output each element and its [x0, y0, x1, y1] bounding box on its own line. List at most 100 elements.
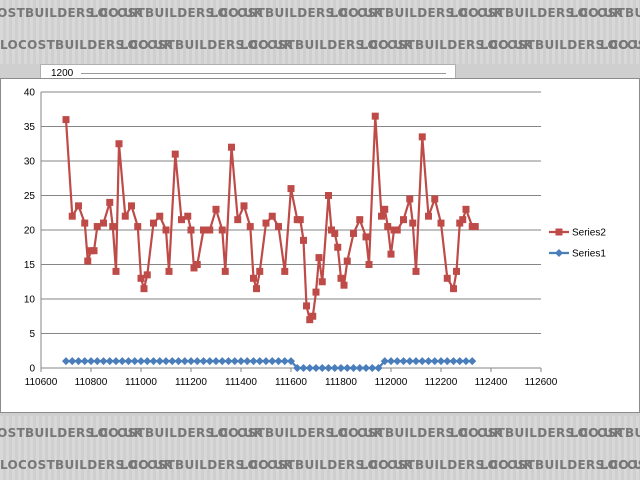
series2-point: [325, 192, 332, 199]
gridlines: [40, 91, 542, 372]
series2-point: [193, 261, 201, 268]
watermark-band-bottom: LOCOSTBUILDERS.CO.UK LOCOSTBUILDERS.CO.U…: [0, 416, 640, 480]
series1-point: [218, 357, 227, 366]
series1-point: [337, 364, 345, 372]
series1-point: [455, 357, 464, 366]
watermark-text: LOCOSTBUILDERS.CO.UK: [240, 38, 414, 52]
series2-point: [156, 212, 164, 220]
series2-point: [221, 267, 229, 275]
series1-point: [80, 357, 89, 366]
watermark-text: LOCOSTBUILDERS.CO.UK: [600, 38, 640, 52]
watermark-text: LOCOSTBUILDERS.CO.UK: [600, 458, 640, 472]
series2-point: [334, 243, 342, 251]
series2-point: [206, 226, 214, 234]
series1-point: [187, 357, 195, 366]
x-tick-label: 111400: [225, 377, 257, 388]
x-tick-label: 110600: [25, 377, 58, 388]
series2-point: [287, 185, 295, 193]
x-tick-label: 111800: [325, 377, 357, 388]
series2-point: [371, 112, 379, 120]
x-tick-label: 111200: [175, 377, 207, 388]
series1-point: [68, 357, 77, 366]
chart-area: 0 5 10 15 20 25 30 35 40 110600 110800 111000 11120…: [0, 78, 640, 413]
series1-point: [118, 357, 127, 366]
series2-point: [184, 212, 192, 220]
watermark-text: LOCOSTBUILDERS.CO.UK: [570, 426, 640, 440]
series1-point: [205, 357, 214, 366]
series1-point: [418, 357, 427, 366]
series1-point: [99, 357, 108, 366]
series2-point: [162, 226, 170, 234]
watermark-text: LOCOSTBUILDERS.CO.UK: [360, 38, 534, 52]
legend-series1-label: Series1: [572, 249, 606, 260]
series2-point: [459, 216, 467, 224]
watermark-text: LOCOSTBUILDERS.CO.UK: [90, 426, 264, 440]
y-tick-label: 35: [24, 122, 36, 133]
series1-point: [462, 357, 470, 366]
x-tick-label: 112600: [525, 377, 558, 388]
watermark-text: LOCOSTBUILDERS.CO.UK: [120, 458, 294, 472]
series1-point: [318, 364, 327, 372]
series1-point: [412, 357, 420, 366]
series2-point: [362, 233, 370, 241]
series2-point: [187, 226, 195, 234]
watermark-text: LOCOSTBUILDERS.CO.UK: [120, 38, 294, 52]
series2-point: [81, 219, 89, 227]
series2-point: [378, 212, 385, 220]
background-chart-tick-label: 1200: [51, 68, 74, 79]
series2-point: [400, 216, 407, 224]
series2-point: [309, 312, 317, 320]
watermark-text: LOCOSTBUILDERS.CO.UK: [450, 6, 624, 20]
y-tick-label: 5: [29, 329, 35, 340]
series2-point: [443, 274, 451, 282]
series2-point: [84, 257, 92, 265]
series2-point: [365, 261, 373, 268]
x-tick-label: 111600: [275, 377, 307, 388]
series1-point: [468, 357, 477, 366]
series1-point: [274, 357, 283, 366]
legend-series2-label: Series2: [572, 228, 606, 239]
series2-point: [115, 140, 123, 148]
series2-point: [228, 143, 235, 151]
series2-point: [350, 229, 357, 237]
x-tick-label: 112400: [475, 377, 508, 388]
watermark-text: LOCOSTBUILDERS.CO.UK: [570, 6, 640, 20]
series1-point: [324, 364, 333, 372]
x-axis-tick-labels: 110600 110800 111000 111200 111400 111600 1118…: [25, 377, 558, 388]
series2-point: [406, 195, 414, 203]
series1-point: [137, 357, 145, 366]
series1-point: [199, 357, 208, 366]
series2-point: [106, 198, 114, 206]
series2-point: [262, 219, 270, 227]
series1-point: [243, 357, 252, 366]
watermark-text: LOCOSTBUILDERS.CO.UK: [0, 6, 144, 20]
series1-point: [387, 357, 395, 366]
series2-point: [240, 202, 248, 210]
series1-point: [224, 357, 233, 366]
watermark-text: LOCOSTBUILDERS.CO.UK: [90, 6, 264, 20]
series1-point: [424, 357, 433, 366]
series-layer: [62, 112, 479, 372]
watermark-text: LOCOSTBUILDERS.CO.UK: [450, 426, 624, 440]
y-tick-label: 30: [24, 157, 36, 168]
series2-point: [250, 274, 257, 282]
series1-point: [374, 364, 383, 372]
watermark-text: LOCOSTBUILDERS.CO.UK: [240, 458, 414, 472]
series1-point: [399, 357, 408, 366]
series2-point: [431, 195, 439, 203]
series2-point: [62, 116, 70, 124]
x-tick-label: 112000: [375, 377, 408, 388]
series2-point: [343, 257, 351, 265]
series1-point: [293, 364, 302, 372]
series2-point: [137, 274, 145, 282]
series2-point: [281, 267, 289, 275]
series1-point: [368, 364, 377, 372]
series1-point: [180, 357, 189, 366]
series1-point: [149, 357, 158, 366]
series2-point: [412, 267, 420, 275]
series1-point: [230, 357, 239, 366]
series1-point: [343, 364, 352, 372]
series1-point: [105, 357, 114, 366]
series2-point: [75, 202, 82, 210]
series2-point: [331, 229, 339, 237]
